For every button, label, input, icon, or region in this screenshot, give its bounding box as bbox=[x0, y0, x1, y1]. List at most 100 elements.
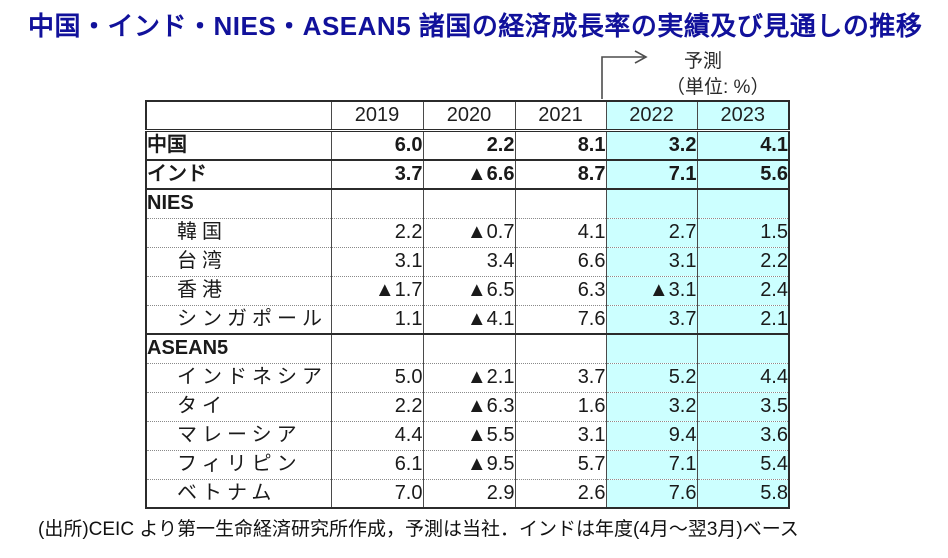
value-cell: 3.2 bbox=[605, 130, 697, 160]
value-cell: ▲5.5 bbox=[422, 421, 515, 450]
value-cell: ▲0.7 bbox=[422, 218, 515, 247]
value-cell: 3.4 bbox=[422, 247, 515, 276]
row-label: 台湾 bbox=[177, 250, 227, 272]
row-label: 韓国 bbox=[177, 221, 227, 243]
value-cell: 6.0 bbox=[330, 130, 423, 160]
forecast-annotation-label: 予測 bbox=[684, 51, 723, 72]
value-cell: 7.1 bbox=[605, 160, 697, 189]
value-cell bbox=[514, 334, 606, 363]
value-cell: ▲9.5 bbox=[422, 450, 515, 479]
value-cell: ▲3.1 bbox=[605, 276, 697, 305]
value-cell: 2.2 bbox=[696, 247, 789, 276]
value-cell: 3.1 bbox=[514, 421, 606, 450]
value-cell: 3.6 bbox=[696, 421, 789, 450]
value-cell: 8.1 bbox=[514, 130, 606, 160]
value-cell: 6.6 bbox=[514, 247, 606, 276]
value-cell: ▲6.3 bbox=[422, 392, 515, 421]
value-cell: 1.6 bbox=[514, 392, 606, 421]
growth-rate-table: 2019 2020 2021 2022 2023 中国 6.0 2.2 8.1 3.2 4.1 イン… bbox=[145, 100, 790, 509]
value-cell: 2.6 bbox=[514, 479, 606, 508]
value-cell: 2.9 bbox=[422, 479, 515, 508]
value-cell: ▲6.6 bbox=[422, 160, 515, 189]
value-cell: ▲2.1 bbox=[422, 363, 515, 392]
value-cell: 3.1 bbox=[330, 247, 423, 276]
value-cell: 4.4 bbox=[696, 363, 789, 392]
row-label: 香港 bbox=[177, 279, 227, 301]
value-cell bbox=[696, 189, 789, 218]
value-cell: 9.4 bbox=[605, 421, 697, 450]
row-label: インドネシア bbox=[177, 366, 327, 388]
year-header: 2021 bbox=[514, 101, 606, 131]
value-cell: 5.8 bbox=[696, 479, 789, 508]
table-row: ベトナム 7.0 2.9 2.6 7.6 5.8 bbox=[146, 479, 789, 508]
table-row: フィリピン 6.1 ▲9.5 5.7 7.1 5.4 bbox=[146, 450, 789, 479]
value-cell: 2.4 bbox=[696, 276, 789, 305]
value-cell: 3.5 bbox=[696, 392, 789, 421]
value-cell: 7.1 bbox=[605, 450, 697, 479]
value-cell: 3.2 bbox=[605, 392, 697, 421]
row-label: ベトナム bbox=[177, 481, 277, 504]
value-cell: 5.0 bbox=[330, 363, 423, 392]
value-cell bbox=[514, 189, 606, 218]
value-cell bbox=[330, 189, 423, 218]
table-row: タイ 2.2 ▲6.3 1.6 3.2 3.5 bbox=[146, 392, 789, 421]
value-cell: 5.7 bbox=[514, 450, 606, 479]
row-label: タイ bbox=[177, 395, 227, 417]
row-label: マレーシア bbox=[177, 424, 302, 446]
value-cell: 3.7 bbox=[514, 363, 606, 392]
row-label: 中国 bbox=[147, 134, 187, 156]
table-row: 台湾 3.1 3.4 6.6 3.1 2.2 bbox=[146, 247, 789, 276]
row-label: インド bbox=[147, 163, 207, 185]
table-row: ASEAN5 bbox=[146, 334, 789, 363]
value-cell: ▲4.1 bbox=[422, 305, 515, 334]
table-row: 香港 ▲1.7 ▲6.5 6.3 ▲3.1 2.4 bbox=[146, 276, 789, 305]
value-cell: 4.1 bbox=[696, 130, 789, 160]
table-row: シンガポール 1.1 ▲4.1 7.6 3.7 2.1 bbox=[146, 305, 789, 334]
value-cell: 8.7 bbox=[514, 160, 606, 189]
value-cell: 6.1 bbox=[330, 450, 423, 479]
table-header: 2019 2020 2021 2022 2023 bbox=[146, 101, 789, 131]
page-title: 中国・インド・NIES・ASEAN5 諸国の経済成長率の実績及び見通しの推移 bbox=[28, 11, 923, 41]
year-header: 2022 bbox=[605, 101, 697, 131]
table-row: インド 3.7 ▲6.6 8.7 7.1 5.6 bbox=[146, 160, 789, 189]
table-row: 中国 6.0 2.2 8.1 3.2 4.1 bbox=[146, 130, 789, 160]
value-cell: 7.6 bbox=[605, 479, 697, 508]
table-row: 韓国 2.2 ▲0.7 4.1 2.7 1.5 bbox=[146, 218, 789, 247]
value-cell: 4.4 bbox=[330, 421, 423, 450]
row-label: ASEAN5 bbox=[147, 337, 229, 360]
value-cell: 3.7 bbox=[330, 160, 423, 189]
table-row: インドネシア 5.0 ▲2.1 3.7 5.2 4.4 bbox=[146, 363, 789, 392]
table-row: マレーシア 4.4 ▲5.5 3.1 9.4 3.6 bbox=[146, 421, 789, 450]
value-cell bbox=[605, 334, 697, 363]
row-label: NIES bbox=[147, 192, 194, 215]
year-header: 2019 bbox=[330, 101, 423, 131]
value-cell: 7.0 bbox=[330, 479, 423, 508]
table-body: 中国 6.0 2.2 8.1 3.2 4.1 インド 3.7 ▲6.6 8.7 7.1 5.6 NIES… bbox=[146, 130, 789, 508]
source-note: (出所)CEIC より第一生命経済研究所作成，予測は当社．インドは年度(4月～翌… bbox=[38, 519, 799, 540]
row-label: シンガポール bbox=[177, 307, 327, 330]
value-cell: 2.1 bbox=[696, 305, 789, 334]
value-cell: 2.7 bbox=[605, 218, 697, 247]
year-header: 2020 bbox=[422, 101, 515, 131]
header-row: 2019 2020 2021 2022 2023 bbox=[146, 101, 789, 131]
value-cell: 2.2 bbox=[422, 130, 515, 160]
value-cell bbox=[422, 189, 515, 218]
value-cell bbox=[696, 334, 789, 363]
year-header: 2023 bbox=[696, 101, 789, 131]
value-cell: 5.2 bbox=[605, 363, 697, 392]
value-cell: 3.7 bbox=[605, 305, 697, 334]
value-cell: 5.6 bbox=[696, 160, 789, 189]
value-cell: 2.2 bbox=[330, 218, 423, 247]
value-cell: 7.6 bbox=[514, 305, 606, 334]
table-row: NIES bbox=[146, 189, 789, 218]
value-cell bbox=[330, 334, 423, 363]
value-cell: 4.1 bbox=[514, 218, 606, 247]
value-cell: 6.3 bbox=[514, 276, 606, 305]
value-cell: 1.5 bbox=[696, 218, 789, 247]
value-cell bbox=[605, 189, 697, 218]
value-cell: 1.1 bbox=[330, 305, 423, 334]
unit-annotation-label: （単位: %） bbox=[666, 77, 770, 98]
value-cell bbox=[422, 334, 515, 363]
row-label: フィリピン bbox=[177, 453, 302, 475]
